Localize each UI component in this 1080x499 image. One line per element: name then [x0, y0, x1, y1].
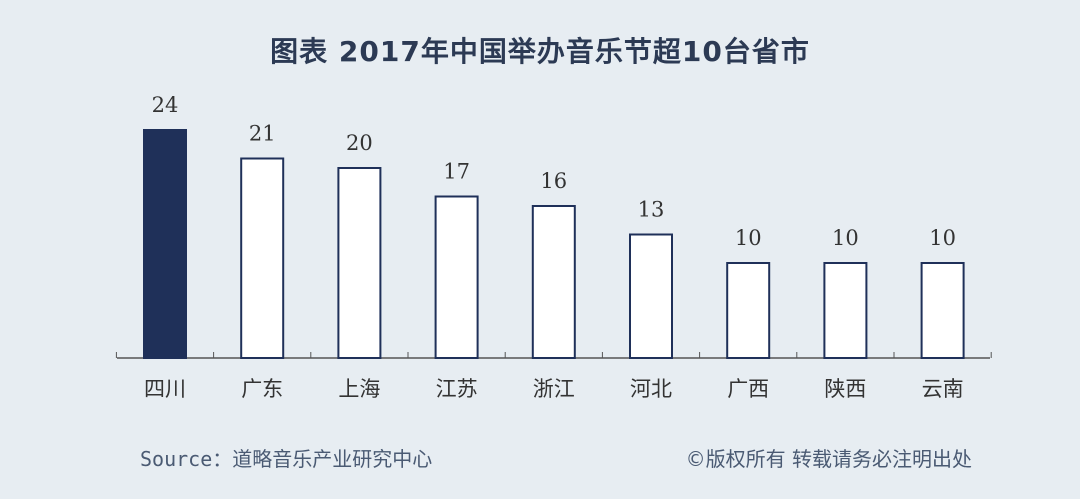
bar-陕西 — [823, 262, 868, 359]
copyright-note: ©版权所有 转载请务必注明出处 — [685, 447, 972, 471]
bars — [143, 129, 965, 359]
value-label: 16 — [540, 169, 567, 193]
bar-上海 — [337, 167, 382, 359]
value-label: 10 — [832, 226, 859, 250]
value-label: 10 — [929, 226, 956, 250]
category-labels: 四川 广东 上海 江苏 浙江 河北 广西 陕西 云南 — [144, 377, 964, 401]
category-label: 浙江 — [533, 377, 575, 401]
bar-广西 — [726, 262, 771, 359]
value-label: 10 — [735, 226, 762, 250]
value-label: 13 — [638, 198, 665, 222]
value-label: 20 — [346, 131, 373, 155]
category-label: 上海 — [338, 377, 380, 401]
value-labels: 24 21 20 17 16 13 10 10 10 — [152, 93, 956, 250]
bar-浙江 — [531, 205, 576, 359]
value-label: 24 — [152, 93, 179, 117]
chart-title: 图表 2017年中国举办音乐节超10台省市 — [270, 35, 810, 68]
category-label: 广西 — [727, 377, 769, 401]
bar-四川 — [143, 129, 187, 359]
category-label: 云南 — [922, 377, 964, 401]
value-label: 17 — [443, 160, 470, 184]
bar-江苏 — [434, 195, 479, 359]
value-label: 21 — [249, 122, 276, 146]
bar-广东 — [240, 157, 285, 359]
category-label: 江苏 — [436, 377, 478, 401]
source-note: Source：道略音乐产业研究中心 — [140, 447, 433, 471]
category-label: 四川 — [144, 377, 186, 401]
category-label: 广东 — [241, 377, 283, 401]
bar-云南 — [920, 262, 965, 359]
bar-河北 — [629, 233, 673, 359]
x-axis-ticks — [115, 352, 992, 358]
category-label: 陕西 — [824, 377, 866, 401]
category-label: 河北 — [630, 377, 672, 401]
